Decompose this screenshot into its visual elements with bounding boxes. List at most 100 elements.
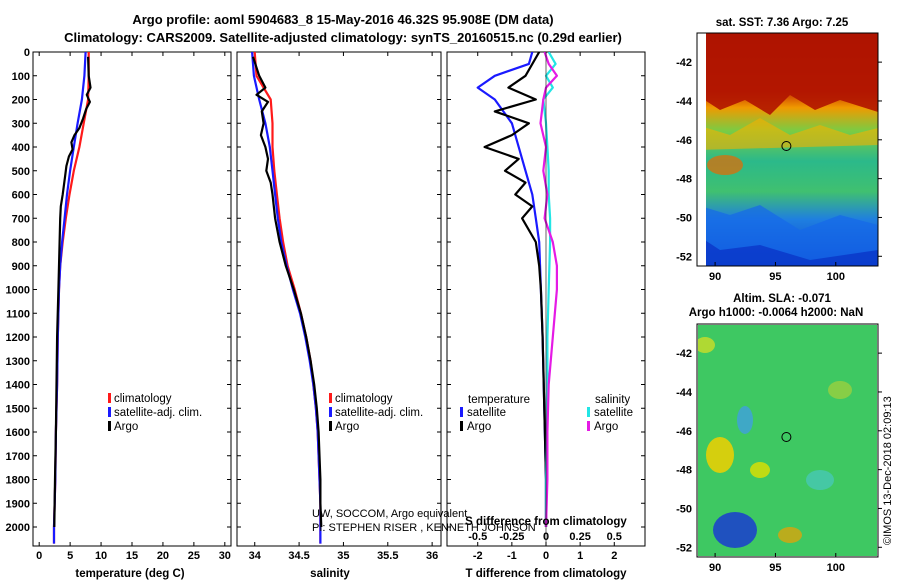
- x-tick-label: 0: [543, 550, 549, 562]
- float-location-marker: [781, 141, 792, 151]
- pressure-tick-label: 1900: [6, 498, 30, 510]
- legend-label: satellite-adj. clim.: [114, 407, 202, 419]
- lon-tick-label: 95: [769, 271, 781, 283]
- pi-note-line2: PI: STEPHEN RISER , KENNETH JOHNSON: [312, 522, 536, 534]
- sla-low-anomaly: [713, 512, 757, 548]
- salinity-panel: [236, 51, 442, 547]
- credit-stamp: ©IMOS 13-Dec-2018 02:09:13: [882, 396, 894, 545]
- sla-map-frame: [696, 323, 879, 558]
- legend-label: climatology: [114, 393, 172, 405]
- pressure-tick-label: 1200: [6, 332, 30, 344]
- lat-tick-label: -52: [676, 542, 692, 554]
- sla-map: [697, 324, 878, 557]
- difference-x-axis: -2 -1 0 1 2: [473, 52, 617, 562]
- salinity-diff-tick-label: 0.25: [569, 531, 590, 543]
- difference-top-label: S difference from climatology: [465, 516, 627, 528]
- sal-line-argo: [251, 56, 323, 528]
- pressure-tick-label: 800: [12, 237, 30, 249]
- diff-line-salinity-satellite: [542, 52, 557, 527]
- legend-mark-climatology: [329, 393, 332, 403]
- lon-tick-label: 100: [827, 562, 845, 574]
- sla-high-anomaly: [697, 337, 715, 353]
- pressure-axis: 0 100 200 300 400 500 600 700 800 900 1000 1100 1200…: [6, 47, 645, 534]
- temperature-x-axis: 0 5 10 15 20 25 30: [36, 52, 231, 562]
- difference-xlabel: T difference from climatology: [465, 568, 627, 580]
- pressure-tick-label: 200: [12, 95, 30, 107]
- lat-tick-label: -44: [676, 96, 693, 108]
- pressure-tick-label: 100: [12, 71, 30, 83]
- pressure-tick-label: 2000: [6, 522, 30, 534]
- sla-high-anomaly: [750, 462, 770, 478]
- sst-map-title: sat. SST: 7.36 Argo: 7.25: [716, 17, 849, 29]
- sla-title-line1: Altim. SLA: -0.071: [733, 293, 831, 305]
- lat-tick-label: -46: [676, 135, 692, 147]
- lat-tick-label: -52: [676, 251, 692, 263]
- pressure-tick-label: 600: [12, 190, 30, 202]
- legend-label: Argo: [594, 421, 618, 433]
- sst-front: [697, 118, 878, 150]
- x-tick-label: 25: [188, 550, 200, 562]
- lon-tick-label: 90: [709, 271, 721, 283]
- sst-coldest-region: [697, 235, 878, 266]
- pressure-tick-label: 1000: [6, 285, 30, 297]
- legend-mark-satellite: [329, 407, 332, 417]
- salinity-diff-tick-label: -0.25: [499, 531, 524, 543]
- lon-tick-label: 90: [709, 562, 721, 574]
- pressure-tick-label: 500: [12, 166, 30, 178]
- x-tick-label: 5: [67, 550, 73, 562]
- x-tick-label: 35: [337, 550, 349, 562]
- temperature-xlabel: temperature (deg C): [75, 568, 184, 580]
- legend-mark-argo: [108, 421, 111, 431]
- x-tick-label: 0: [36, 550, 42, 562]
- sst-map-frame: [696, 32, 879, 267]
- legend-mark-sal-argo: [587, 421, 590, 431]
- legend-title-temperature: temperature: [468, 394, 530, 406]
- lat-tick-label: -50: [676, 212, 692, 224]
- legend-label: Argo: [467, 421, 491, 433]
- x-tick-label: 20: [157, 550, 169, 562]
- lat-tick-label: -48: [676, 174, 692, 186]
- salinity-lines: [251, 52, 323, 544]
- sst-nodata-strip: [697, 33, 706, 266]
- pressure-tick-label: 1800: [6, 475, 30, 487]
- title-line2: Climatology: CARS2009. Satellite-adjuste…: [64, 30, 622, 45]
- legend-label: Argo: [114, 421, 138, 433]
- pi-note-line1: UW, SOCCOM, Argo equivalent: [312, 508, 467, 520]
- pressure-tick-label: 700: [12, 213, 30, 225]
- x-tick-label: 34.5: [288, 550, 309, 562]
- salinity-legend: climatology satellite-adj. clim. Argo: [329, 393, 423, 433]
- sla-low-anomaly: [737, 406, 753, 434]
- title-line1: Argo profile: aoml 5904683_8 15-May-2016…: [132, 12, 553, 27]
- sla-title-line2: Argo h1000: -0.0064 h2000: NaN: [689, 307, 864, 319]
- sla-low-anomaly: [806, 470, 834, 490]
- x-tick-label: 36: [426, 550, 438, 562]
- x-tick-label: 2: [611, 550, 617, 562]
- legend-mark-climatology: [108, 393, 111, 403]
- temperature-lines: [52, 52, 92, 544]
- salinity-xlabel: salinity: [310, 568, 350, 580]
- x-tick-label: 34: [249, 550, 262, 562]
- x-tick-label: 35.5: [377, 550, 398, 562]
- legend-label: satellite-adj. clim.: [335, 407, 423, 419]
- legend-label: Argo: [335, 421, 359, 433]
- pressure-tick-label: 1300: [6, 356, 30, 368]
- sla-high-anomaly: [778, 527, 802, 543]
- x-tick-label: 30: [219, 550, 231, 562]
- pressure-tick-label: 400: [12, 142, 30, 154]
- sst-map-axes: -42 -44 -46 -48 -50 -52 90 95 100: [676, 57, 882, 283]
- temperature-panel: [32, 51, 232, 547]
- lat-tick-label: -42: [676, 57, 692, 69]
- lat-tick-label: -44: [676, 387, 693, 399]
- lat-tick-label: -42: [676, 348, 692, 360]
- pressure-tick-label: 0: [24, 47, 30, 59]
- legend-title-salinity: salinity: [595, 394, 630, 406]
- legend-mark-sal-satellite: [587, 407, 590, 417]
- sla-high-anomaly: [828, 381, 852, 399]
- salinity-diff-tick-label: -0.5: [468, 531, 487, 543]
- pressure-tick-label: 900: [12, 261, 30, 273]
- sla-high-anomaly: [706, 437, 734, 473]
- salinity-x-axis: 34 34.5 35 35.5 36: [249, 52, 438, 562]
- difference-legend: temperature satellite Argo salinity sate…: [460, 394, 633, 433]
- sst-warm-region: [697, 33, 878, 115]
